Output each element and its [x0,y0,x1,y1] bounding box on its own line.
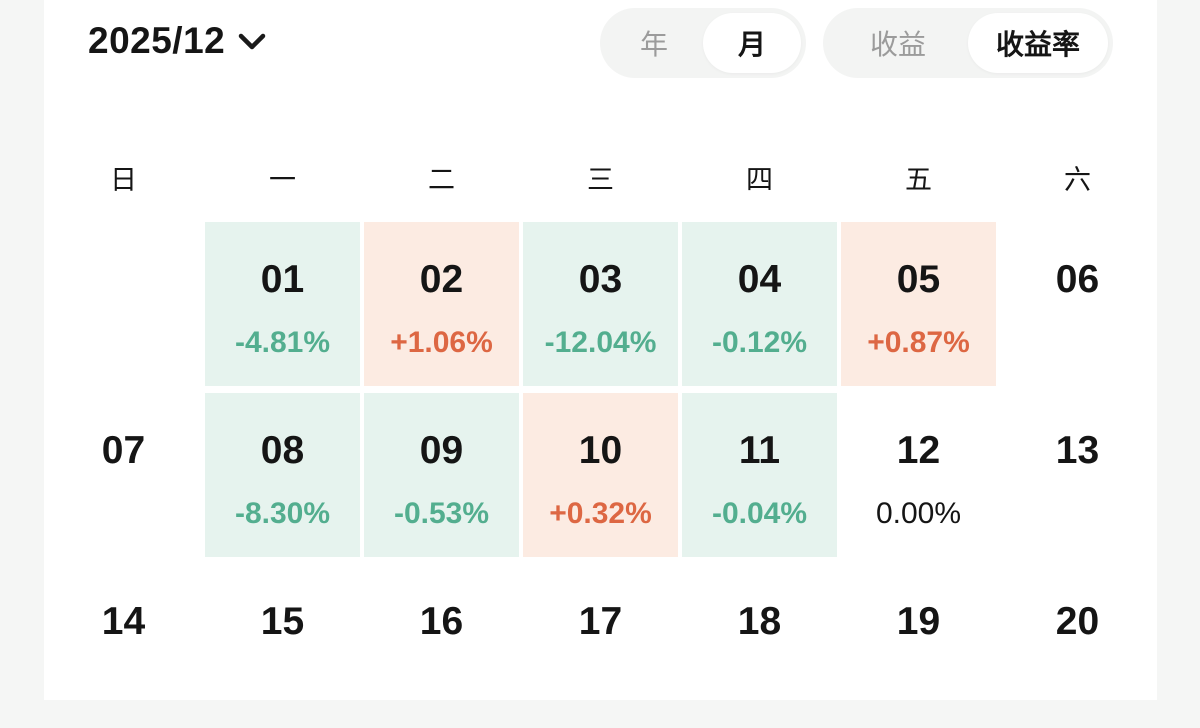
calendar-day-cell[interactable]: 07 [46,393,201,557]
day-return-value: +0.87% [867,326,970,359]
calendar-day-cell[interactable]: 11 -0.04% [682,393,837,557]
day-return-value: -12.04% [544,326,657,359]
metric-toggle: 收益 收益率 [823,8,1113,78]
calendar-day-cell[interactable]: 16 [364,564,519,728]
calendar-day-cell[interactable]: 17 [523,564,678,728]
toggle-option-month[interactable]: 月 [703,13,801,73]
day-number: 12 [896,429,941,472]
weekday-label-fri: 五 [905,164,932,195]
day-return-value: -4.81% [234,326,331,359]
weekday-label-sun: 日 [110,164,137,195]
calendar-day-cell[interactable]: 08 -8.30% [205,393,360,557]
day-number: 09 [419,429,464,472]
day-number: 01 [260,258,305,301]
calendar-day-cell[interactable]: 13 [1000,393,1155,557]
calendar-week-row: 14 15 16 17 18 19 20 [44,564,1157,728]
weekday-label-sat: 六 [1064,164,1091,195]
day-number: 17 [578,600,623,643]
calendar-day-cell[interactable]: 14 [46,564,201,728]
period-toggle: 年 月 [600,8,806,78]
day-number: 04 [737,258,782,301]
weekday-header-row: 日 一 二 三 四 五 六 [44,155,1157,199]
day-number: 20 [1055,600,1100,643]
calendar-day-cell[interactable]: 04 -0.12% [682,222,837,386]
day-number: 16 [419,600,464,643]
calendar-day-cell[interactable]: 02 +1.06% [364,222,519,386]
calendar-day-cell[interactable]: 12 0.00% [841,393,996,557]
page-title: 2025/12 [88,20,226,61]
toggle-option-return-rate[interactable]: 收益率 [968,13,1108,73]
calendar-week-row: 07 08 -8.30% 09 -0.53% 10 +0.32% 11 -0.04% 12 0.00… [44,393,1157,557]
calendar-day-cell[interactable]: 06 [1000,222,1155,386]
calendar-empty-cell [46,222,201,386]
day-return-value: 0.00% [875,497,962,530]
month-selector[interactable]: 2025/12 [88,20,267,62]
day-return-value: -0.04% [711,497,808,530]
calendar-day-cell[interactable]: 19 [841,564,996,728]
day-return-value: -0.53% [393,497,490,530]
day-number: 10 [578,429,623,472]
toggle-option-year[interactable]: 年 [639,29,668,60]
calendar-day-cell[interactable]: 03 -12.04% [523,222,678,386]
day-return-value: +1.06% [390,326,493,359]
day-number: 13 [1055,429,1100,472]
day-number: 03 [578,258,623,301]
day-number: 19 [896,600,941,643]
calendar-day-cell[interactable]: 10 +0.32% [523,393,678,557]
day-number: 05 [896,258,941,301]
day-return-value: -8.30% [234,497,331,530]
day-return-value: +0.32% [549,497,652,530]
calendar-day-cell[interactable]: 20 [1000,564,1155,728]
calendar-day-cell[interactable]: 09 -0.53% [364,393,519,557]
weekday-label-mon: 一 [269,164,296,195]
calendar-day-cell[interactable]: 01 -4.81% [205,222,360,386]
day-number: 15 [260,600,305,643]
day-number: 02 [419,258,464,301]
day-number: 08 [260,429,305,472]
calendar-week-row: 01 -4.81% 02 +1.06% 03 -12.04% 04 -0.12% 05 +0.87… [44,222,1157,386]
weekday-label-wed: 三 [587,164,614,195]
day-number: 11 [738,429,781,472]
day-number: 06 [1055,258,1100,301]
calendar-card: 2025/12 年 月 收益 收益率 日 一 二 三 四 五 六 01 -4.81… [44,0,1157,700]
day-number: 14 [101,600,146,643]
chevron-down-icon [237,31,267,58]
calendar-day-cell[interactable]: 18 [682,564,837,728]
calendar-day-cell[interactable]: 15 [205,564,360,728]
day-return-value: -0.12% [711,326,808,359]
calendar-day-cell[interactable]: 05 +0.87% [841,222,996,386]
weekday-label-tue: 二 [428,164,455,195]
day-number: 07 [101,429,146,472]
day-number: 18 [737,600,782,643]
toggle-option-return[interactable]: 收益 [869,29,926,60]
weekday-label-thu: 四 [746,164,773,195]
